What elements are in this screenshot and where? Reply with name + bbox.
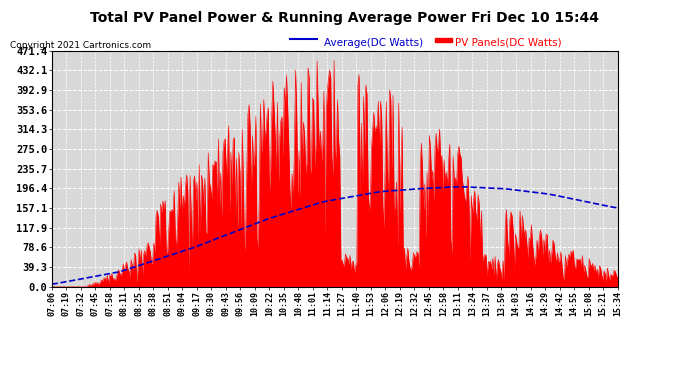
- Text: Copyright 2021 Cartronics.com: Copyright 2021 Cartronics.com: [10, 41, 152, 50]
- Text: PV Panels(DC Watts): PV Panels(DC Watts): [455, 38, 562, 48]
- Text: Average(DC Watts): Average(DC Watts): [324, 38, 424, 48]
- Text: Total PV Panel Power & Running Average Power Fri Dec 10 15:44: Total PV Panel Power & Running Average P…: [90, 11, 600, 25]
